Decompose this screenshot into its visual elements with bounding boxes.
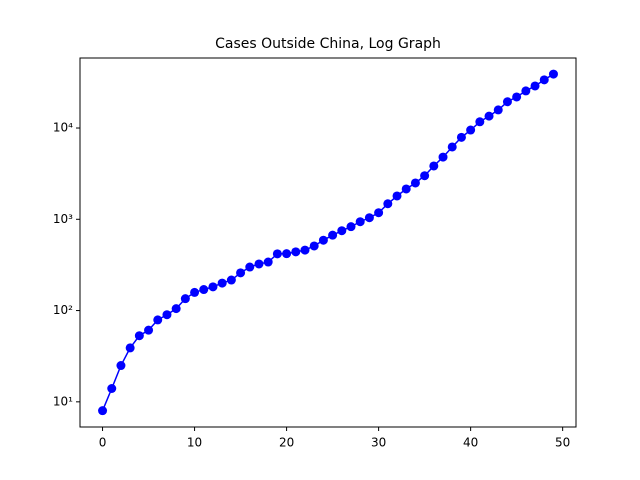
y-tick-label: 10¹ [53,394,73,408]
point [116,361,126,371]
point [107,383,117,393]
point [236,268,246,278]
x-tick-label: 50 [555,436,570,450]
point [466,125,476,135]
point [134,331,144,341]
y-tick-label: 10² [53,303,73,317]
point [309,241,319,251]
plot-frame [79,57,577,428]
point [512,92,522,102]
x-tick-label: 40 [463,436,478,450]
point [392,191,402,201]
point [364,213,374,223]
point [539,75,549,85]
x-tick-label: 20 [279,436,294,450]
point [548,69,558,79]
point [98,406,108,416]
point [420,171,430,181]
point [493,105,503,115]
point [199,285,209,295]
point [346,222,356,232]
point [208,282,218,292]
point [263,257,273,267]
point [530,81,540,91]
y-tick-label: 10⁴ [53,121,73,135]
point [254,259,264,269]
point [355,217,365,227]
point [291,247,301,257]
point [438,152,448,162]
point [245,262,255,272]
point [272,249,282,259]
point [456,132,466,142]
point [328,230,338,240]
point [300,245,310,255]
point [475,117,485,127]
point [410,178,420,188]
point [190,287,200,297]
x-tick-label: 10 [187,436,202,450]
point [374,208,384,218]
point [217,278,227,288]
point [429,161,439,171]
x-tick-label: 0 [99,436,107,450]
point [162,310,172,320]
point [447,142,457,152]
point [521,86,531,96]
x-tick-label: 30 [371,436,386,450]
chart-title: Cases Outside China, Log Graph [215,36,441,52]
point [337,226,347,236]
point [383,199,393,209]
point [282,249,292,259]
point [401,184,411,194]
point [180,294,190,304]
point [484,111,494,121]
point [226,275,236,285]
point [502,97,512,107]
point [144,325,154,335]
point [125,343,135,353]
point [171,304,181,314]
point [153,315,163,325]
y-tick-label: 10³ [53,212,73,226]
point [318,235,328,245]
